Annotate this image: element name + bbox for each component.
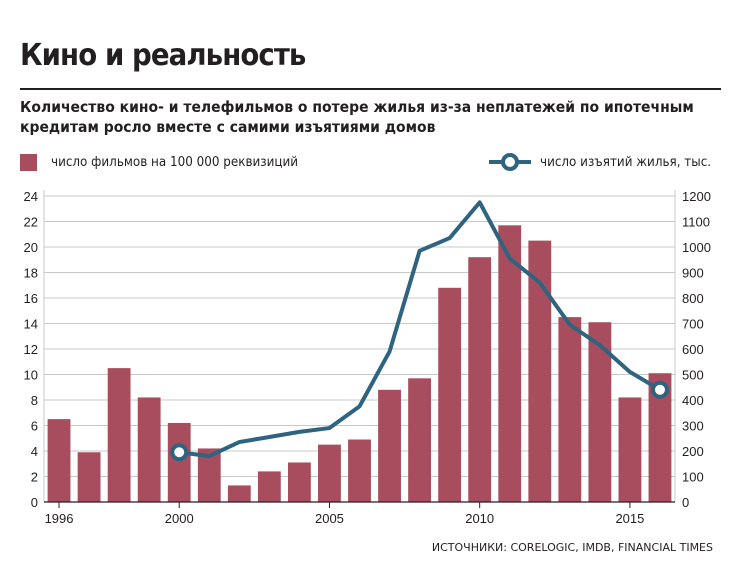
y-right-tick-label: 900 [682, 266, 704, 281]
y-right-tick-label: 1100 [682, 215, 710, 230]
bar [167, 422, 191, 502]
y-right-tick-label: 200 [682, 444, 704, 459]
x-tick-label: 1996 [45, 511, 74, 526]
y-left-tick-label: 8 [31, 393, 38, 408]
x-tick-label: 2010 [465, 511, 494, 526]
y-left-tick-label: 0 [31, 495, 38, 510]
y-left-tick-label: 2 [31, 470, 38, 485]
y-right-tick-label: 0 [682, 495, 689, 510]
y-left-tick-label: 22 [24, 215, 38, 230]
bar [197, 448, 221, 502]
bar [588, 322, 612, 502]
bar [648, 373, 672, 502]
legend-bars-label: число фильмов на 100 000 реквизиций [51, 154, 299, 170]
title-divider [20, 88, 721, 90]
foreclosures-line [178, 200, 661, 459]
y-right-tick-label: 1000 [682, 240, 711, 255]
y-left-tick-label: 10 [24, 368, 38, 383]
y-left-tick-label: 14 [24, 317, 38, 332]
y-left-tick-label: 24 [24, 189, 38, 204]
bar [408, 378, 432, 502]
chart-subtitle: Количество кино- и телефильмов о потере … [20, 98, 694, 136]
y-left-tick-label: 18 [24, 266, 38, 281]
bar [468, 257, 492, 502]
bar [227, 485, 251, 502]
bar [77, 452, 101, 502]
y-right-tick-label: 1200 [682, 189, 711, 204]
line-marker [170, 443, 189, 462]
legend-line: число изъятий жилья, тыс. [488, 152, 726, 172]
x-tick-label: 2015 [615, 511, 644, 526]
y-left-tick-label: 12 [24, 342, 38, 357]
bar [438, 287, 462, 502]
y-left-tick-label: 20 [24, 240, 38, 255]
legend-bar-swatch [20, 153, 37, 171]
x-tick-label: 2000 [165, 511, 194, 526]
bar [318, 444, 341, 502]
legend-bars: число фильмов на 100 000 реквизиций [20, 152, 320, 172]
y-left-tick-label: 4 [31, 444, 38, 459]
line-marker [650, 380, 669, 399]
bar [287, 462, 311, 502]
page-title: Кино и реальность [20, 38, 306, 73]
bar [378, 389, 401, 502]
bar [618, 397, 642, 502]
bar [528, 240, 552, 502]
y-right-tick-label: 800 [682, 291, 704, 306]
bar [47, 419, 71, 502]
legend-line-marker-icon [489, 153, 531, 171]
bar [257, 471, 281, 502]
y-right-tick-label: 300 [682, 419, 704, 434]
bar [137, 397, 161, 502]
bar [498, 225, 522, 502]
bar [348, 439, 371, 502]
bar [107, 368, 131, 502]
legend-line-label: число изъятий жилья, тыс. [540, 154, 712, 170]
y-right-tick-label: 600 [682, 342, 704, 357]
y-right-tick-label: 100 [682, 470, 704, 485]
y-right-tick-label: 500 [682, 368, 704, 383]
y-left-tick-label: 16 [24, 291, 38, 306]
source-note: ИСТОЧНИКИ: CORELOGIC, IMDB, FINANCIAL TI… [431, 541, 713, 554]
y-right-tick-label: 400 [682, 393, 704, 408]
y-left-tick-label: 6 [31, 419, 38, 434]
x-tick-label: 2005 [315, 511, 344, 526]
y-right-tick-label: 700 [682, 317, 704, 332]
bar [558, 317, 582, 502]
